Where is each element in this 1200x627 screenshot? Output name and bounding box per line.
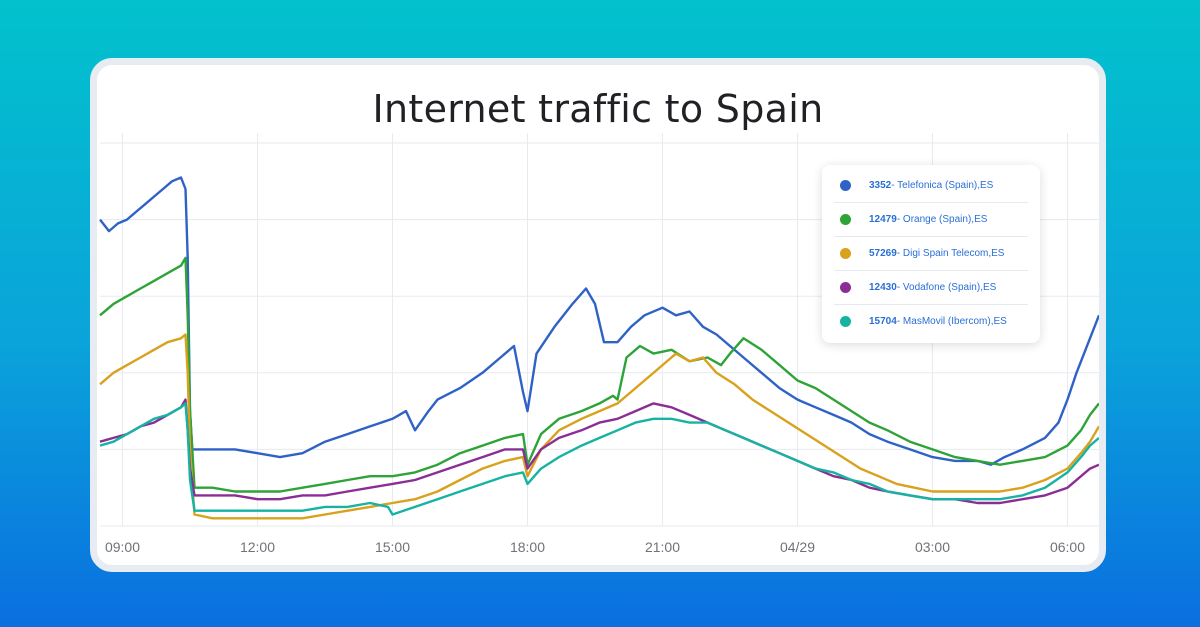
legend-dot-icon <box>840 316 851 327</box>
chart-card: 09:00 12:00 15:00 18:00 21:00 04/29 03:00 06:00… <box>90 58 1106 572</box>
legend-asn: 15704 <box>869 316 897 327</box>
legend-asn: 57269 <box>869 248 897 259</box>
x-tick-label: 06:00 <box>1050 539 1085 555</box>
line-chart: 09:00 12:00 15:00 18:00 21:00 04/29 03:00 06:00 <box>99 133 1099 555</box>
legend-label: - Telefonica (Spain),ES <box>891 180 994 191</box>
legend-label: - Vodafone (Spain),ES <box>896 282 997 293</box>
chart-title: Internet traffic to Spain <box>372 87 824 131</box>
x-tick-label: 12:00 <box>240 539 275 555</box>
series-line-15704 <box>99 402 1099 516</box>
x-tick-label: 21:00 <box>645 539 680 555</box>
legend-dot-icon <box>840 180 851 191</box>
legend-label: - Digi Spain Telecom,ES <box>896 248 1005 259</box>
legend-item-12430[interactable]: 12430 - Vodafone (Spain),ES <box>834 271 1028 305</box>
x-tick-label: 18:00 <box>510 539 545 555</box>
legend-asn: 12479 <box>869 214 897 225</box>
x-tick-label: 03:00 <box>915 539 950 555</box>
x-tick-label: 15:00 <box>375 539 410 555</box>
legend-asn: 3352 <box>869 180 892 191</box>
legend-item-3352[interactable]: 3352 - Telefonica (Spain),ES <box>834 169 1028 203</box>
legend-item-12479[interactable]: 12479 - Orange (Spain),ES <box>834 203 1028 237</box>
legend-dot-icon <box>840 248 851 259</box>
legend-asn: 12430 <box>869 282 897 293</box>
legend-item-57269[interactable]: 57269 - Digi Spain Telecom,ES <box>834 237 1028 271</box>
chart-legend: 3352 - Telefonica (Spain),ES 12479 - Oran… <box>822 165 1040 343</box>
legend-label: - MasMovil (Ibercom),ES <box>896 316 1007 327</box>
series-line-12479 <box>99 256 1099 493</box>
x-tick-label: 04/29 <box>780 539 815 555</box>
legend-dot-icon <box>840 214 851 225</box>
x-tick-label: 09:00 <box>105 539 140 555</box>
legend-item-15704[interactable]: 15704 - MasMovil (Ibercom),ES <box>834 305 1028 338</box>
legend-dot-icon <box>840 282 851 293</box>
legend-label: - Orange (Spain),ES <box>896 214 988 225</box>
